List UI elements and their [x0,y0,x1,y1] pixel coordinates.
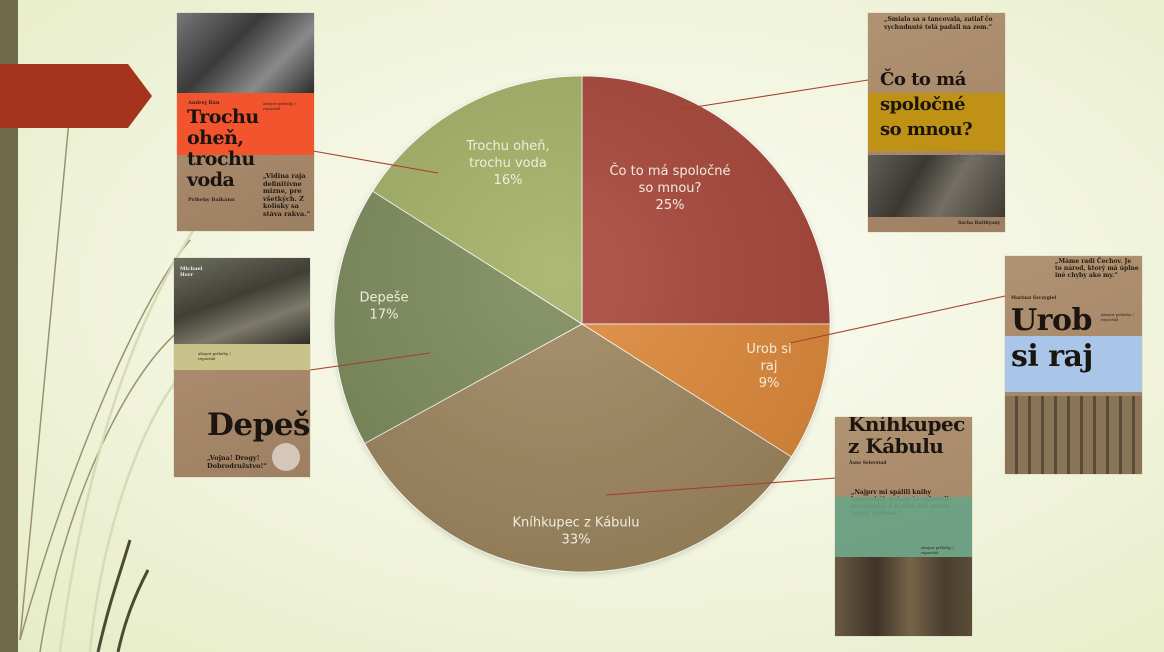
cover-quote: „Máme radi Čechov. Je to národ, ktorý má… [1055,258,1139,279]
leader-line [605,477,837,496]
book-cover-urob-si-raj: „Máme radi Čechov. Je to národ, ktorý má… [1005,256,1142,474]
publisher-logo-icon [272,443,300,471]
cover-photo [1005,396,1142,474]
cover-author: Michael Herr [180,266,203,278]
cover-photo [868,155,1005,217]
cover-title: Depeše [207,407,310,443]
cover-photo [835,557,972,636]
slice-label: Trochu oheň, trochu voda 16% [465,139,549,188]
red-arrow-shape [0,64,152,128]
cover-series: absynt príbehy / reportáž [921,545,954,555]
left-accent-bar [0,0,18,652]
slice-label: Depeše 17% [359,291,408,323]
cover-author: Sacha Batthyany [958,221,1001,226]
cover-author: Mariusz Szczygieł [1011,296,1057,301]
book-cover-knihkupec: Kníhkupec z Kábulu Åsne Seierstad „Najpr… [835,417,972,636]
cover-color-band [1005,336,1142,392]
cover-series: absynt príbehy / reportáž [198,351,231,361]
slice-label: Čo to má spoločné so mnou? 25% [609,163,730,213]
slice-label: Urob si raj 9% [746,342,791,391]
cover-photo [174,258,310,344]
cover-author: Åsne Seierstad [849,461,887,466]
cover-color-band [174,344,310,370]
decorative-swooshes [19,109,202,652]
cover-color-band [835,497,972,557]
cover-author: Andrej Bán [188,100,220,106]
cover-subtitle: Príbehy Balkánu [188,197,235,203]
cover-series: absynt príbehy / reportáž [263,101,296,111]
cover-quote: „Vidina raja definitívne mizne, pre všet… [263,172,311,218]
leader-line [309,352,431,371]
cover-title: Kníhkupec z Kábulu [848,417,965,458]
slice-label: Kníhkupec z Kábulu 33% [512,516,639,548]
book-cover-co-to-ma: „Smiala sa a tancovala, zatiaľ čo vychud… [868,13,1005,232]
cover-series: absynt príbehy / reportáž [1101,312,1134,322]
pie-shade [334,76,830,572]
cover-title: Trochu oheň, trochu voda [187,106,259,191]
leader-line [312,150,439,174]
cover-title: Čo to má spoločné so mnou? [880,69,973,140]
cover-color-band [177,93,314,155]
cover-color-band [868,93,1005,151]
cover-photo [177,13,314,93]
book-cover-trochu-ohen: Andrej Bán absynt príbehy / reportáž Tro… [177,13,314,231]
cover-quote: „Vojna! Drogy! Dobrodružstvo!“ [207,454,268,470]
book-cover-depese: Michael Herr absynt príbehy / reportáž D… [174,258,310,477]
cover-quote: „Smiala sa a tancovala, zatiaľ čo vychud… [884,16,993,31]
leader-line [789,295,1006,344]
leader-line [675,79,869,111]
cover-title: Urob si raj [1011,303,1093,374]
